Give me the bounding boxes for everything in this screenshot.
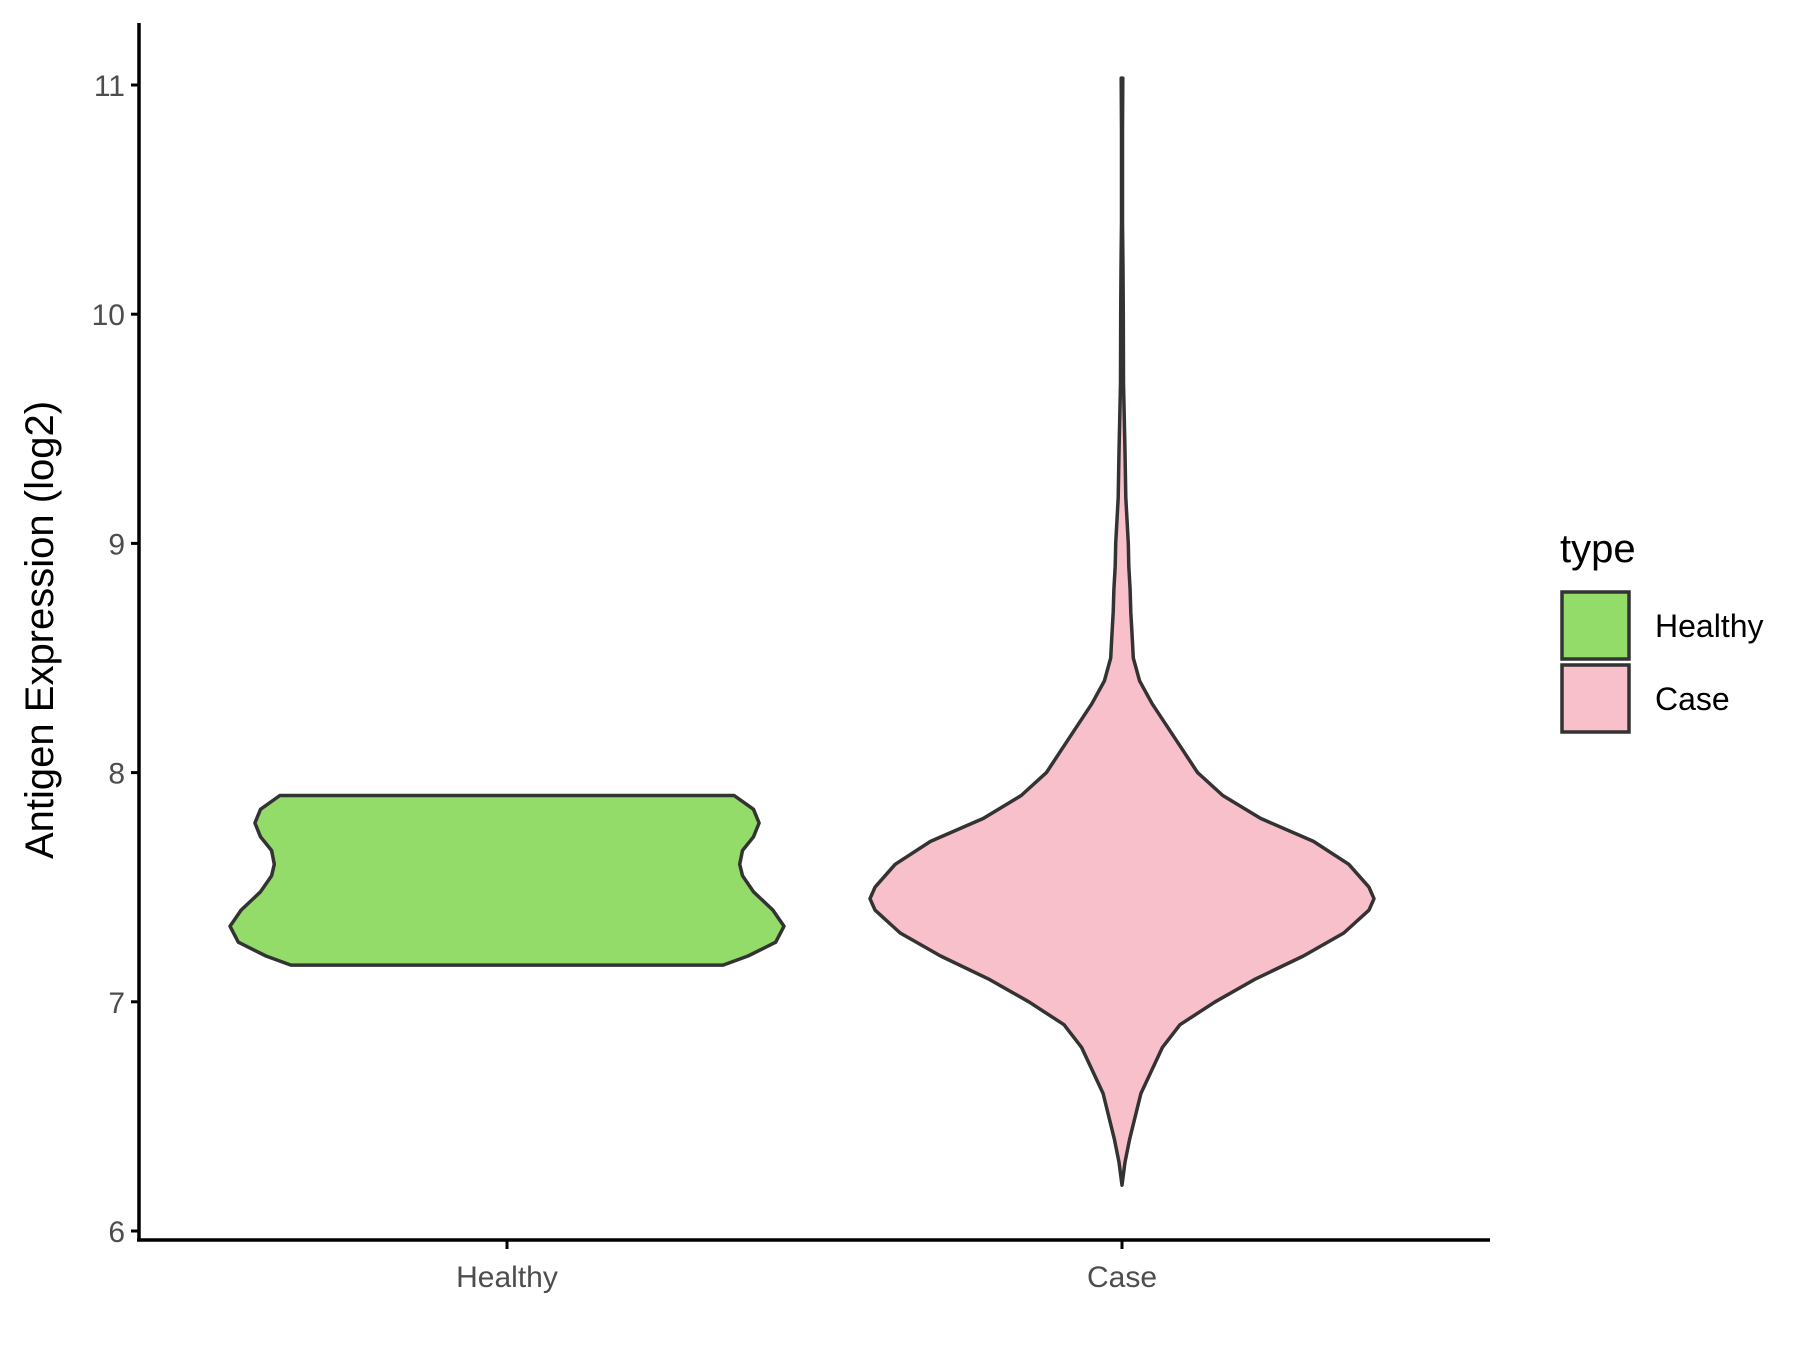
legend-label-case: Case [1655, 681, 1730, 717]
legend-swatch-healthy [1560, 590, 1631, 661]
legend: type Healthy Case [1560, 527, 1764, 734]
y-tick-label: 9 [108, 528, 125, 561]
x-tick-label: Case [1087, 1261, 1157, 1294]
violin-case [868, 76, 1376, 1187]
legend-swatch-case [1560, 663, 1631, 734]
legend-label-healthy: Healthy [1655, 608, 1764, 644]
y-tick-label: 8 [108, 758, 125, 791]
x-tick-label: Healthy [456, 1261, 558, 1294]
violin-group [228, 76, 1376, 1187]
y-tick-label: 6 [108, 1216, 125, 1249]
y-tick-label: 7 [108, 987, 125, 1020]
violin-healthy [228, 793, 786, 967]
y-tick-label: 11 [94, 70, 125, 103]
y-axis: 6 7 8 9 10 11 [92, 23, 141, 1249]
legend-title: type [1560, 527, 1636, 571]
x-axis: Healthy Case [137, 1238, 1490, 1294]
y-tick-label: 10 [92, 299, 125, 332]
y-axis-title: Antigen Expression (log2) [18, 401, 62, 859]
